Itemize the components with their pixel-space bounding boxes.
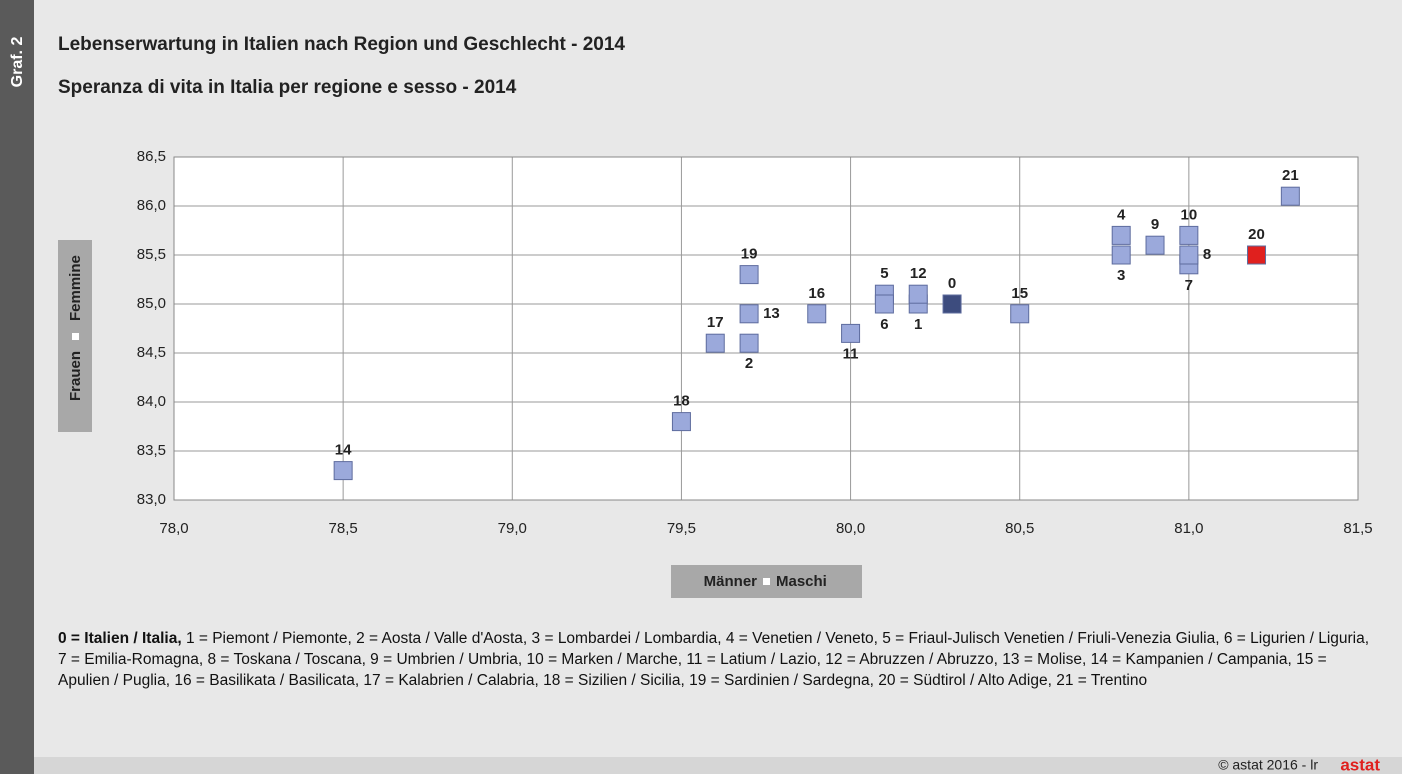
point: [671, 412, 691, 432]
side-label: Graf. 2: [9, 37, 26, 88]
point: [739, 304, 759, 324]
point: [333, 461, 353, 481]
point: [1145, 235, 1165, 255]
point-label: 18: [673, 393, 690, 410]
point-label: 8: [1203, 246, 1211, 263]
y-tick-label: 85,5: [137, 246, 166, 263]
point-label: 16: [808, 285, 825, 302]
y-tick-label: 83,5: [137, 442, 166, 459]
point: [739, 333, 759, 353]
point-label: 12: [910, 265, 927, 282]
y-label-it: Femmine: [67, 255, 84, 321]
point-label: 10: [1181, 206, 1198, 223]
plot-area: [174, 157, 1358, 500]
point: [1111, 225, 1131, 245]
chart-title: Lebenserwartung in Italien nach Region u…: [58, 34, 625, 55]
point: [942, 294, 962, 314]
x-tick-label: 80,5: [1005, 520, 1034, 537]
point: [1010, 304, 1030, 324]
point: [1179, 225, 1199, 245]
side-strip: [0, 0, 34, 774]
y-tick-label: 86,0: [137, 197, 166, 214]
point-label: 14: [335, 442, 352, 459]
point-label: 9: [1151, 216, 1159, 233]
bottom-band: [34, 757, 1402, 774]
chart-subtitle: Speranza di vita in Italia per regione e…: [58, 77, 517, 98]
point: [841, 323, 861, 343]
point-label: 6: [880, 316, 888, 333]
y-label-de: Frauen: [67, 351, 84, 401]
y-label: Frauen Femmine: [67, 255, 84, 401]
y-tick-label: 86,5: [137, 148, 166, 165]
point-label: 5: [880, 265, 888, 282]
point-label: 13: [763, 305, 780, 322]
y-tick-label: 85,0: [137, 295, 166, 312]
x-tick-label: 78,0: [159, 520, 188, 537]
point-label: 3: [1117, 267, 1125, 284]
point: [1247, 245, 1267, 265]
point: [807, 304, 827, 324]
point: [739, 265, 759, 285]
point-label: 0: [948, 275, 956, 292]
point: [1111, 245, 1131, 265]
plot-border: [173, 156, 1359, 501]
y-tick-label: 83,0: [137, 491, 166, 508]
separator: [763, 578, 770, 585]
point: [1179, 245, 1199, 265]
point-label: 1: [914, 316, 922, 333]
point-label: 17: [707, 314, 724, 331]
x-tick-label: 81,5: [1343, 520, 1372, 537]
footnote-bold: 0 = Italien / Italia,: [58, 630, 182, 647]
footnote-text: 1 = Piemont / Piemonte, 2 = Aosta / Vall…: [58, 630, 1370, 689]
x-tick-label: 79,5: [667, 520, 696, 537]
x-label-it: Maschi: [776, 573, 827, 590]
logo: astat: [1340, 755, 1380, 774]
point-label: 20: [1248, 226, 1265, 243]
point-label: 4: [1117, 206, 1126, 223]
point: [705, 333, 725, 353]
point: [1280, 186, 1300, 206]
x-tick-label: 78,5: [329, 520, 358, 537]
point-label: 11: [843, 345, 859, 362]
x-tick-label: 81,0: [1174, 520, 1203, 537]
x-tick-label: 79,0: [498, 520, 527, 537]
footnote: 0 = Italien / Italia, 1 = Piemont / Piem…: [58, 628, 1378, 691]
point-label: 2: [745, 355, 753, 372]
point: [908, 284, 928, 304]
x-label-de: Männer: [704, 573, 758, 590]
point-label: 15: [1011, 285, 1028, 302]
point: [874, 294, 894, 314]
copyright: © astat 2016 - lr: [1218, 757, 1318, 773]
y-tick-label: 84,5: [137, 344, 166, 361]
y-tick-label: 84,0: [137, 393, 166, 410]
separator: [72, 333, 79, 340]
point-label: 7: [1185, 277, 1193, 294]
x-tick-label: 80,0: [836, 520, 865, 537]
point-label: 21: [1282, 167, 1299, 184]
point-label: 19: [741, 246, 758, 263]
